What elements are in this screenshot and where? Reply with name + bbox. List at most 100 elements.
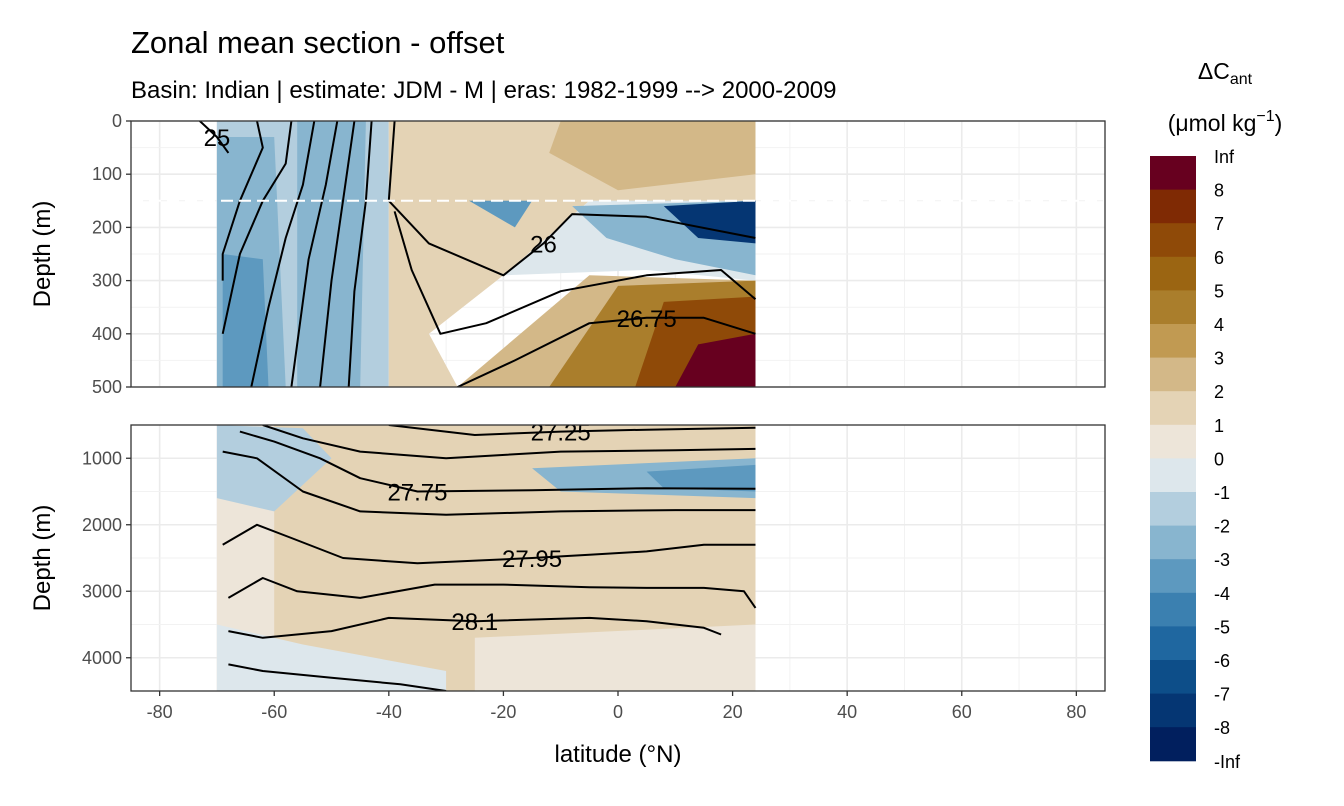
y-tick-label: 100 — [92, 164, 122, 184]
legend-swatch — [1150, 324, 1196, 359]
contour-label: 27.25 — [531, 420, 591, 447]
y-axis-title-lower: Depth (m) — [29, 505, 56, 612]
contour-line — [290, 121, 339, 387]
heatmap-region — [646, 464, 756, 492]
y-axis-title-upper: Depth (m) — [29, 201, 56, 308]
legend-label: 7 — [1214, 214, 1224, 234]
legend-unit-prefix: (μmol kg — [1168, 110, 1257, 136]
legend-label: 4 — [1214, 315, 1224, 335]
legend-label: 0 — [1214, 449, 1224, 469]
legend-label: Inf — [1214, 147, 1235, 167]
contour-line — [388, 425, 756, 436]
legend-swatch — [1150, 492, 1196, 527]
contour-line — [222, 523, 756, 565]
legend-label: -5 — [1214, 617, 1230, 637]
legend-swatch — [1150, 256, 1196, 291]
y-tick-label: 1000 — [82, 448, 122, 468]
legend-label: 1 — [1214, 416, 1224, 436]
legend-swatch — [1150, 189, 1196, 224]
y-tick-label: 3000 — [82, 581, 122, 601]
x-axis-ticks: -80 -60 -40 -20 0 20 40 60 80 — [147, 691, 1086, 722]
contour-label: 27.95 — [502, 546, 562, 573]
contour-line — [239, 430, 756, 493]
legend-label: 8 — [1214, 181, 1224, 201]
contour-line — [227, 577, 757, 609]
heatmap-region — [216, 425, 332, 512]
legend-swatch — [1150, 290, 1196, 325]
x-tick-label: -20 — [490, 702, 516, 722]
x-tick-label: 20 — [723, 702, 743, 722]
y-tick-label: 500 — [92, 377, 122, 397]
contour-lines: 27.25 27.75 27.95 28.1 — [222, 420, 757, 691]
y-tick-label: 2000 — [82, 515, 122, 535]
legend-swatch — [1150, 223, 1196, 258]
legend-swatch — [1150, 693, 1196, 728]
y-tick-label: 0 — [112, 111, 122, 131]
legend-swatch — [1150, 559, 1196, 594]
legend-swatch — [1150, 458, 1196, 493]
contour-line — [393, 211, 757, 335]
x-tick-label: -40 — [376, 702, 402, 722]
heatmap-region — [549, 121, 756, 191]
contour-line — [228, 663, 447, 691]
legend-label: 3 — [1214, 349, 1224, 369]
y-tick-label: 4000 — [82, 648, 122, 668]
x-axis-title: latitude (°N) — [555, 741, 682, 768]
x-tick-label: -60 — [261, 702, 287, 722]
x-tick-label: 80 — [1066, 702, 1086, 722]
x-tick-label: -80 — [147, 702, 173, 722]
legend-swatch — [1150, 525, 1196, 560]
legend-swatch — [1150, 156, 1196, 191]
contour-line — [457, 316, 756, 387]
heatmap-region — [469, 200, 533, 228]
heatmap-region — [222, 254, 269, 387]
contour-label: 26 — [530, 231, 557, 258]
heatmap-regions — [216, 121, 756, 387]
heatmap-regions — [216, 425, 756, 691]
heatmap-region — [297, 121, 366, 387]
chart-subtitle: Basin: Indian | estimate: JDM - M | eras… — [131, 77, 837, 104]
legend-swatch — [1150, 727, 1196, 762]
legend-title-sub: ant — [1230, 71, 1253, 88]
legend-unit-sup: −1 — [1256, 108, 1274, 125]
legend-unit: (μmol kg−1) — [1168, 108, 1283, 136]
legend-label: 6 — [1214, 248, 1224, 268]
contour-lines: 25 26 26.75 — [199, 121, 757, 387]
legend-label: -Inf — [1214, 752, 1241, 772]
panel-upper: 25 26 26.75 0 100 200 300 400 500 — [92, 111, 1106, 397]
chart-title: Zonal mean section - offset — [131, 25, 505, 60]
legend-unit-suffix: ) — [1275, 110, 1283, 136]
legend-label: -3 — [1214, 550, 1230, 570]
legend-swatch — [1150, 592, 1196, 627]
legend-title-main: ΔC — [1198, 58, 1230, 84]
legend-label: -1 — [1214, 483, 1230, 503]
contour-label: 28.1 — [451, 609, 498, 636]
y-tick-label: 200 — [92, 217, 122, 237]
contour-line — [222, 450, 756, 516]
heatmap-region — [675, 333, 756, 387]
contour-line — [199, 121, 230, 154]
contour-line — [319, 121, 356, 387]
legend-label: -2 — [1214, 517, 1230, 537]
contour-line — [228, 616, 722, 639]
legend-swatch — [1150, 391, 1196, 426]
x-tick-label: 40 — [837, 702, 857, 722]
contour-line — [387, 121, 756, 277]
y-tick-label: 400 — [92, 324, 122, 344]
y-tick-label: 300 — [92, 271, 122, 291]
legend: ΔCant (μmol kg−1) Inf 8 7 6 5 4 3 2 1 0 -1 -2 -3 -4 -5… — [1150, 58, 1282, 772]
legend-swatch — [1150, 660, 1196, 695]
panel-lower: 27.25 27.75 27.95 28.1 1000 2000 3000 4000 — [82, 420, 1106, 692]
contour-line — [347, 121, 373, 387]
contour-line — [262, 425, 756, 460]
heatmap-region — [388, 121, 756, 387]
panel-border — [130, 120, 1106, 388]
x-tick-label: 0 — [613, 702, 623, 722]
contour-label: 27.75 — [387, 480, 447, 507]
legend-swatch — [1150, 424, 1196, 459]
contour-line — [250, 121, 316, 387]
heatmap-region — [216, 624, 447, 691]
legend-swatch — [1150, 626, 1196, 661]
legend-label: -6 — [1214, 651, 1230, 671]
